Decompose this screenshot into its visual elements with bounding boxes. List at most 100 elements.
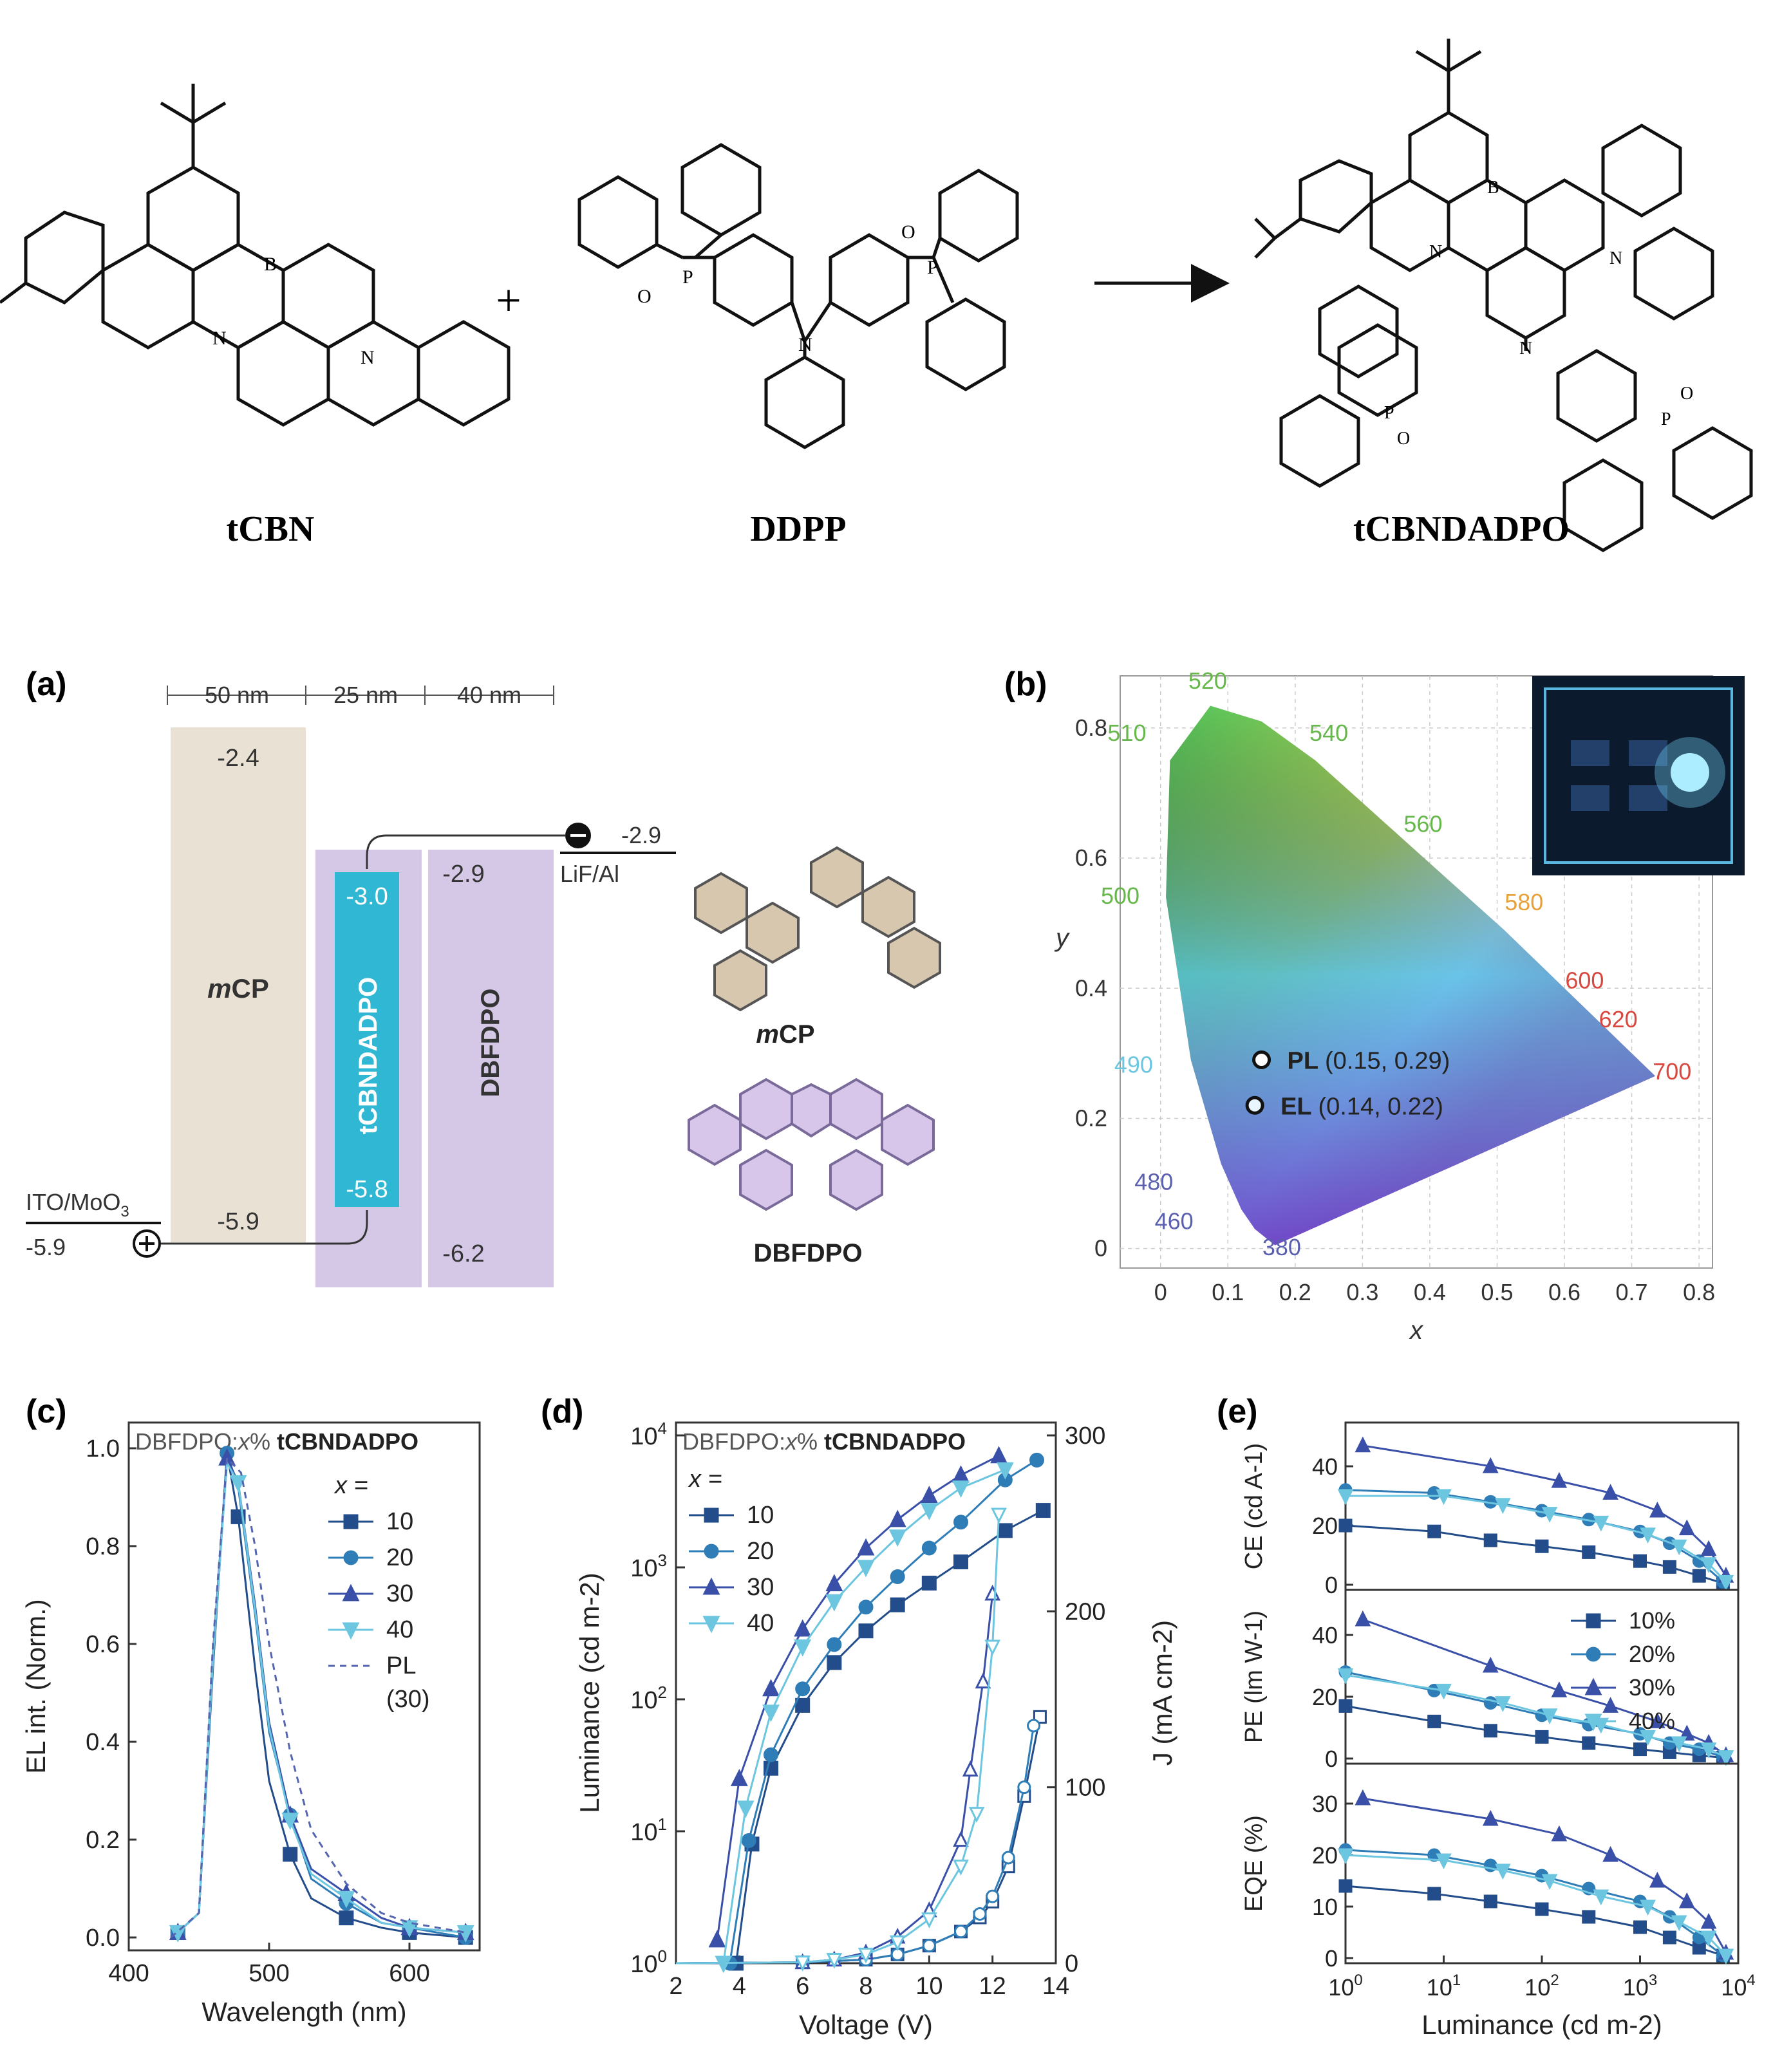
e-data-point: [1718, 1948, 1734, 1965]
mcp-molecule-label: mCP: [756, 1020, 814, 1049]
cie-x-tick: 0.2: [1279, 1279, 1311, 1305]
cie-x-tick: 0.1: [1212, 1279, 1244, 1305]
cie-wavelength-label: 490: [1114, 1052, 1153, 1078]
cie-wavelength-label: 620: [1599, 1006, 1638, 1032]
e-data-point: [1338, 1879, 1353, 1893]
c-data-point: [337, 1890, 355, 1909]
d-lum-point: [794, 1639, 812, 1657]
e-y-tick: 10: [1312, 1894, 1338, 1920]
c-y-tick: 0.0: [86, 1925, 120, 1952]
e-data-point: [1337, 1668, 1354, 1685]
dbfdpo-molecule-label: DBFDPO: [754, 1239, 863, 1267]
cie-y-tick: 0.2: [1075, 1105, 1107, 1131]
d-lum-point: [736, 1800, 755, 1818]
label-tcbn: tCBN: [227, 509, 315, 549]
tcbndadpo-structure: [1254, 39, 1753, 552]
d-lum-point: [857, 1560, 875, 1578]
e-y-tick: 20: [1312, 1684, 1338, 1710]
cie-x-label: x: [1409, 1316, 1424, 1345]
cie-y-tick: 0.6: [1075, 845, 1107, 871]
e-data-point: [1337, 1489, 1354, 1506]
d-legend-title: x =: [688, 1466, 722, 1493]
cie-x-tick: 0: [1154, 1279, 1167, 1305]
e-x-tick: 101: [1427, 1972, 1461, 2001]
e-data-point: [1541, 1874, 1558, 1890]
e-data-point: [1662, 1930, 1676, 1945]
c-plot-frame: [127, 1421, 481, 1952]
e-data-point: [1662, 1560, 1676, 1574]
d-x-tick: 2: [669, 1973, 682, 2000]
cie-y-tick: 0.4: [1075, 975, 1107, 1001]
e-data-point: [1633, 1920, 1647, 1934]
e-legend-label: 20%: [1629, 1641, 1675, 1667]
thickness-host: 40 nm: [457, 682, 521, 708]
thickness-emitter: 25 nm: [333, 682, 398, 708]
device-photo-inset: [1532, 676, 1745, 875]
e-data-point: [1483, 1894, 1497, 1909]
atom-n-label: N: [1429, 242, 1442, 262]
e-data-point: [1700, 1930, 1717, 1947]
electron-path: [366, 834, 565, 869]
cie-wavelength-label: 580: [1505, 889, 1543, 915]
e-data-point: [1633, 1554, 1647, 1568]
e-data-point: [1535, 1539, 1549, 1553]
mcp-lumo: -2.4: [217, 745, 259, 772]
cie-wavelength-label: 540: [1309, 720, 1348, 746]
e-data-point: [1355, 1789, 1371, 1806]
c-title: DBFDPO:x% tCBNDADPO: [135, 1428, 418, 1455]
c-data-point: [229, 1475, 247, 1493]
d-lum-point: [825, 1594, 843, 1612]
cie-wavelength-label: 520: [1188, 667, 1227, 694]
e-y-label: PE (lm W-1): [1241, 1610, 1268, 1743]
d-j-point: [953, 1860, 969, 1876]
d-j-point: [954, 1925, 968, 1939]
cie-gamut-blue: [1166, 705, 1656, 1246]
d-x-label: Voltage (V): [799, 2010, 933, 2040]
e-data-point: [1678, 1519, 1695, 1536]
d-j-point: [984, 1584, 1000, 1601]
e-x-tick: 104: [1721, 1972, 1755, 2001]
e-data-point: [1483, 1533, 1497, 1547]
e-data-point: [1535, 1730, 1549, 1744]
panel-e-efficiency: (e) 0 20 40 CE (cd A-1) 0 20 40 PE (lm W-1) 10% 2…: [1217, 1393, 1756, 2040]
d-lum-line: [722, 1468, 1006, 1964]
label-ddpp: DDPP: [750, 509, 846, 549]
c-legend-label-2: (30): [386, 1686, 430, 1713]
e-series-line: [1345, 1524, 1723, 1585]
e-data-point: [1482, 1809, 1499, 1826]
c-legend-marker: [342, 1622, 360, 1640]
e-legend-label: 10%: [1629, 1607, 1675, 1634]
e-data-point: [1482, 1656, 1499, 1673]
d-y2-label: J (mA cm-2): [1147, 1620, 1177, 1766]
e-data-point: [1436, 1853, 1452, 1870]
e-data-point: [1700, 1557, 1717, 1573]
cie-wavelength-label: 560: [1403, 811, 1442, 837]
d-lum-point: [921, 1575, 937, 1591]
c-series-line: [170, 1455, 466, 1939]
atom-o-label: O: [901, 221, 915, 243]
host-layer: [428, 850, 554, 1287]
e-data-point: [1541, 1708, 1558, 1724]
d-j-point: [968, 1807, 985, 1823]
d-y-tick: 100: [630, 1946, 667, 1978]
e-data-point: [1692, 1569, 1706, 1583]
c-data-point: [283, 1847, 298, 1862]
e-y-label: CE (cd A-1): [1241, 1443, 1268, 1569]
e-data-point: [1700, 1912, 1717, 1929]
atom-p-label: P: [1384, 403, 1394, 423]
e-data-point: [1593, 1515, 1609, 1532]
d-y-label: Luminance (cd m-2): [574, 1573, 605, 1813]
emitter-lumo: -3.0: [346, 883, 388, 910]
c-legend-title: x =: [333, 1472, 368, 1499]
e-plot-frame: [1344, 1762, 1740, 1965]
d-y-tick: 104: [630, 1419, 667, 1450]
d-j-series-40: [675, 1507, 1007, 1972]
e-data-point: [1649, 1501, 1665, 1518]
d-j-point: [1001, 1851, 1015, 1865]
c-legend-marker: [343, 1514, 359, 1529]
d-lum-point: [953, 1554, 968, 1570]
e-y-tick: 0: [1325, 1746, 1338, 1772]
d-lum-point: [952, 1480, 970, 1498]
atom-n-label: N: [1609, 248, 1622, 268]
e-data-point: [1582, 1736, 1596, 1750]
